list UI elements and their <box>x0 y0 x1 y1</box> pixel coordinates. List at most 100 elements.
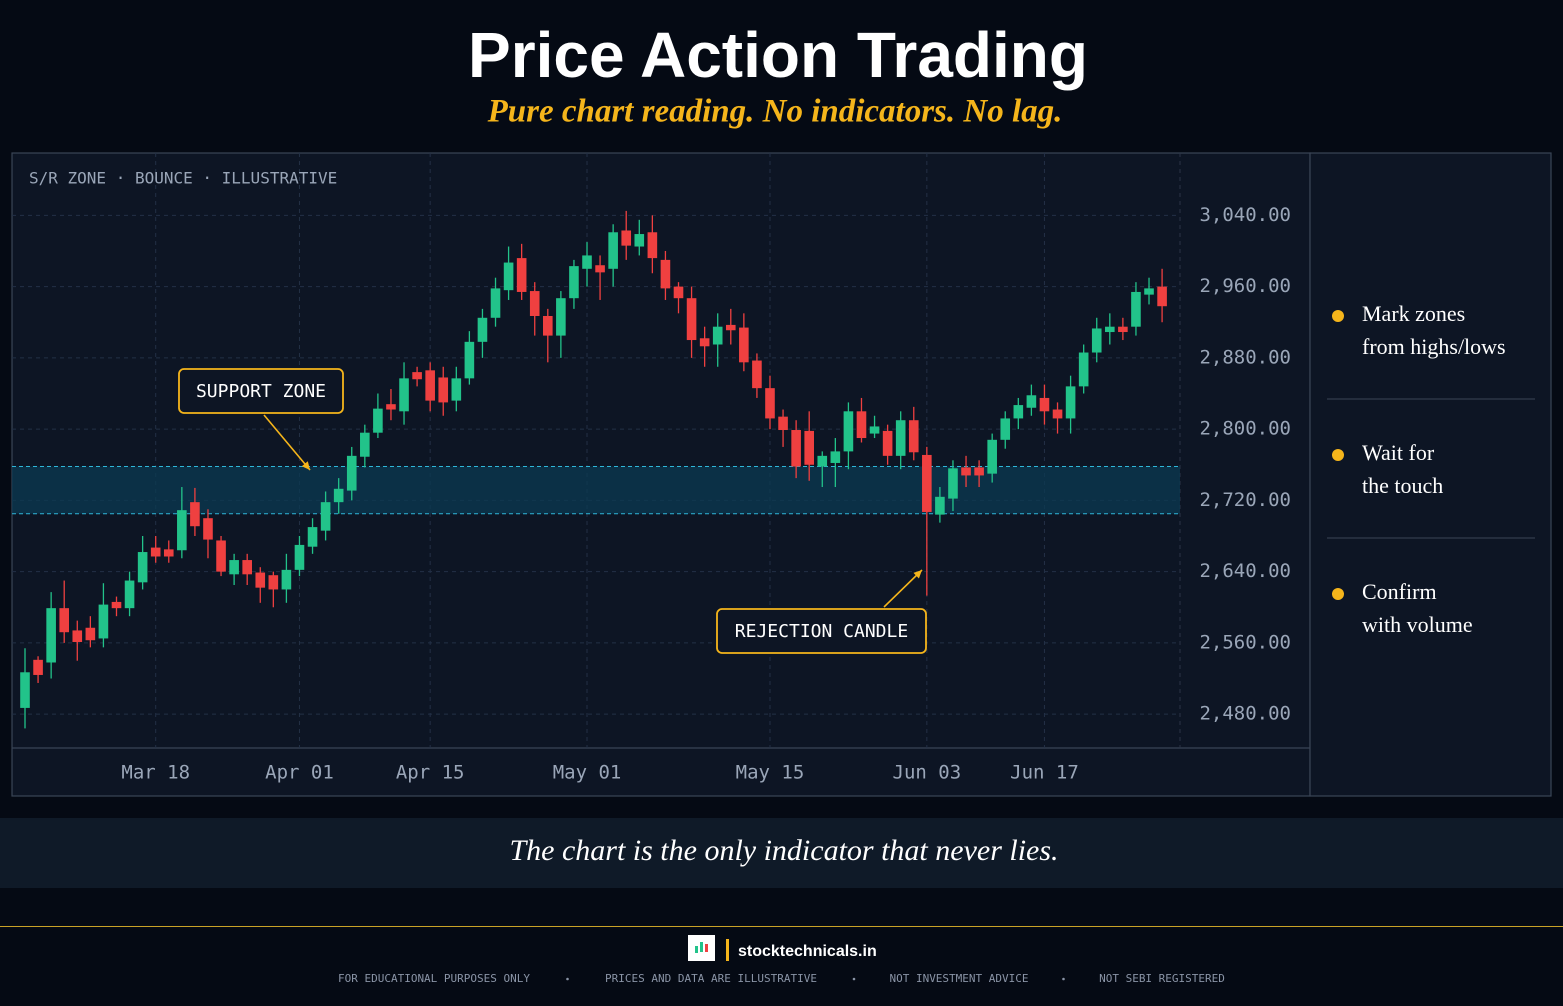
candle-body <box>137 552 148 583</box>
candle-body <box>386 404 396 410</box>
candle-body <box>1013 405 1024 419</box>
candle-body <box>974 467 984 476</box>
candle-body <box>778 416 788 431</box>
candle-body <box>373 408 383 433</box>
tip-text: from highs/lows <box>1362 334 1506 359</box>
candle-body <box>72 630 83 643</box>
candle-body <box>922 454 932 512</box>
candle-body <box>712 326 723 345</box>
candle-body <box>987 439 997 474</box>
candle-body <box>699 338 710 347</box>
logo <box>688 935 729 961</box>
support-zone <box>12 466 1180 514</box>
candle-body <box>1039 397 1050 412</box>
y-tick-label: 2,720.00 <box>1199 489 1291 511</box>
candle-body <box>20 672 30 708</box>
title: Price Action Trading <box>468 19 1088 91</box>
candle-body <box>1118 326 1128 333</box>
arrow-head <box>913 570 922 579</box>
candle-body <box>869 426 880 434</box>
candle-body <box>556 298 566 336</box>
tip-text: with volume <box>1362 612 1473 637</box>
tip-text: Mark zones <box>1362 301 1465 326</box>
site-name: stocktechnicals.in <box>738 943 877 960</box>
annotation-text: SUPPORT ZONE <box>196 381 326 402</box>
candle-body <box>503 262 514 291</box>
candle-body <box>85 627 96 641</box>
y-tick-label: 2,880.00 <box>1199 346 1291 368</box>
y-tick-label: 2,480.00 <box>1199 703 1291 725</box>
candle-body <box>360 432 370 457</box>
candle-body <box>150 547 161 557</box>
candle-body <box>412 372 422 380</box>
annotation-arrow <box>263 414 311 471</box>
candle-body <box>33 659 43 675</box>
candle-body <box>804 430 814 465</box>
y-tick-label: 2,800.00 <box>1199 418 1291 440</box>
candle-body <box>686 298 697 341</box>
candle-body <box>752 360 762 389</box>
disclaimer: NOT SEBI REGISTERED <box>1099 972 1225 985</box>
chart-label: S/R ZONE · BOUNCE · ILLUSTRATIVE <box>29 169 337 188</box>
candle-body <box>660 259 671 289</box>
candle-body <box>1131 291 1141 327</box>
x-tick-label: Apr 01 <box>265 762 334 784</box>
candle-body <box>1078 352 1089 387</box>
subtitle: Pure chart reading. No indicators. No la… <box>487 94 1063 130</box>
candle-body <box>98 604 109 639</box>
candle-body <box>673 286 684 299</box>
candle-body <box>1091 328 1102 353</box>
disclaimers: FOR EDUCATIONAL PURPOSES ONLY PRICES AND … <box>338 972 1225 985</box>
x-tick-label: May 15 <box>736 762 805 784</box>
candle-body <box>1000 418 1011 440</box>
candle-body <box>543 316 553 336</box>
candle-body <box>608 232 618 269</box>
candle-body <box>320 502 331 531</box>
candle-body <box>177 510 187 551</box>
candle-body <box>765 388 775 419</box>
candle-body <box>438 377 449 403</box>
candle-body <box>346 455 357 491</box>
candle-body <box>451 378 462 401</box>
candle-body <box>46 608 56 663</box>
plot: SUPPORT ZONE REJECTION CANDLE <box>12 210 1180 729</box>
quote-band <box>0 818 1563 888</box>
candle-body <box>477 317 488 342</box>
tip-text: Wait for <box>1362 440 1435 465</box>
candle-body <box>307 527 318 547</box>
separator <box>566 977 569 981</box>
arrow-head <box>301 461 310 470</box>
logo-bar <box>700 942 703 952</box>
candle-body <box>59 608 70 633</box>
candle-body <box>464 341 475 379</box>
x-tick-label: May 01 <box>553 762 622 784</box>
annotation-box <box>716 608 927 654</box>
candle-body <box>1105 326 1115 333</box>
tip-bullet <box>1332 449 1344 461</box>
x-tick-label: Mar 18 <box>121 762 190 784</box>
candle-body <box>399 378 409 412</box>
candle-body <box>791 430 801 467</box>
candle-body <box>216 540 226 572</box>
candle-body <box>294 544 305 570</box>
logo-bar <box>695 946 698 953</box>
candle-body <box>595 265 605 273</box>
candle-body <box>1052 409 1063 419</box>
candle-body <box>725 324 736 331</box>
separator <box>1062 977 1065 981</box>
grid <box>12 153 1180 748</box>
candle-body <box>111 601 122 609</box>
candle-body <box>281 569 292 590</box>
tip-text: the touch <box>1362 473 1443 498</box>
candle-body <box>882 430 893 456</box>
annotation-arrow <box>883 569 923 608</box>
y-tick-label: 2,560.00 <box>1199 631 1291 653</box>
tips: Mark zones from highs/lows Wait for the tou… <box>1327 301 1535 637</box>
annotation-box <box>178 368 344 414</box>
candle-body <box>569 266 579 299</box>
candle-body <box>516 258 527 292</box>
tip-text: Confirm <box>1362 579 1437 604</box>
candle-body <box>582 255 592 269</box>
disclaimer: PRICES AND DATA ARE ILLUSTRATIVE <box>605 972 817 985</box>
